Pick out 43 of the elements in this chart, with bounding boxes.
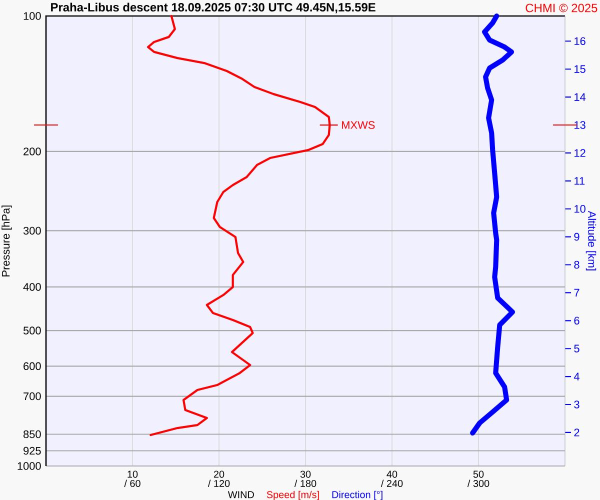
text: CHMI © 2025 xyxy=(526,4,598,12)
y-tick-label: 850 xyxy=(24,430,41,438)
y2-tick-label: 12 xyxy=(574,149,586,157)
y2-tick-label: 10 xyxy=(574,204,586,213)
x-tick-label: 50 xyxy=(473,470,484,478)
y2-tick-label: 4 xyxy=(574,372,580,380)
y-tick-label: 100 xyxy=(24,12,41,20)
y2-axis-title: Altitude [km] xyxy=(586,210,596,270)
x-tick-label: 20 xyxy=(214,470,224,478)
y2-tick-label: 6 xyxy=(574,316,580,325)
x-tick-label: 30 xyxy=(300,470,311,478)
annotation: MXWS xyxy=(342,121,375,129)
text: Speed [m/s] xyxy=(266,490,319,500)
y2-tick-label: 15 xyxy=(574,65,586,73)
y2-tick-label: 7 xyxy=(574,288,580,296)
y-axis-title: Pressure [hPa] xyxy=(2,206,12,276)
x-tick-label: 10 xyxy=(128,470,138,478)
y-tick-label: 500 xyxy=(23,326,41,334)
y-tick-label: 400 xyxy=(23,283,41,291)
y2-tick-label: 2 xyxy=(574,428,580,436)
x2-tick-label: / 120 xyxy=(208,480,230,488)
y-tick-label: 1000 xyxy=(18,462,41,470)
x2-tick-label: / 180 xyxy=(294,480,316,488)
y2-tick-label: 8 xyxy=(574,260,580,269)
y2-tick-label: 3 xyxy=(574,400,580,408)
y2-tick-label: 14 xyxy=(574,93,586,101)
y2-tick-label: 16 xyxy=(574,37,586,46)
y-tick-label: 925 xyxy=(24,446,41,455)
text: Direction [°] xyxy=(332,490,382,500)
x2-tick-label: / 240 xyxy=(380,480,403,488)
x2-tick-label: / 60 xyxy=(124,480,140,488)
y2-tick-label: 11 xyxy=(574,177,585,185)
x2-tick-label: / 300 xyxy=(467,480,490,488)
x-tick-label: 40 xyxy=(386,470,398,478)
x-axis-title: WIND xyxy=(228,491,254,498)
y-tick-label: 300 xyxy=(23,226,41,235)
y2-tick-label: 9 xyxy=(574,232,580,241)
y2-tick-label: 13 xyxy=(574,121,586,129)
y-tick-label: 200 xyxy=(24,148,41,156)
chart-title: Praha-Libus descent 18.09.2025 07:30 UTC 49.45N,15.59E xyxy=(51,2,376,14)
y-tick-label: 600 xyxy=(24,362,41,370)
y-tick-label: 700 xyxy=(24,392,41,400)
y2-tick-label: 5 xyxy=(574,344,580,352)
